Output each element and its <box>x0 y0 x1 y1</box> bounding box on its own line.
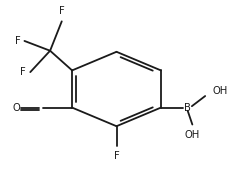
Text: F: F <box>114 151 119 161</box>
Text: F: F <box>15 36 20 46</box>
Text: O: O <box>12 103 20 113</box>
Text: OH: OH <box>212 86 227 96</box>
Text: B: B <box>184 103 191 113</box>
Text: F: F <box>21 67 26 77</box>
Text: F: F <box>59 6 65 16</box>
Text: OH: OH <box>185 130 200 140</box>
